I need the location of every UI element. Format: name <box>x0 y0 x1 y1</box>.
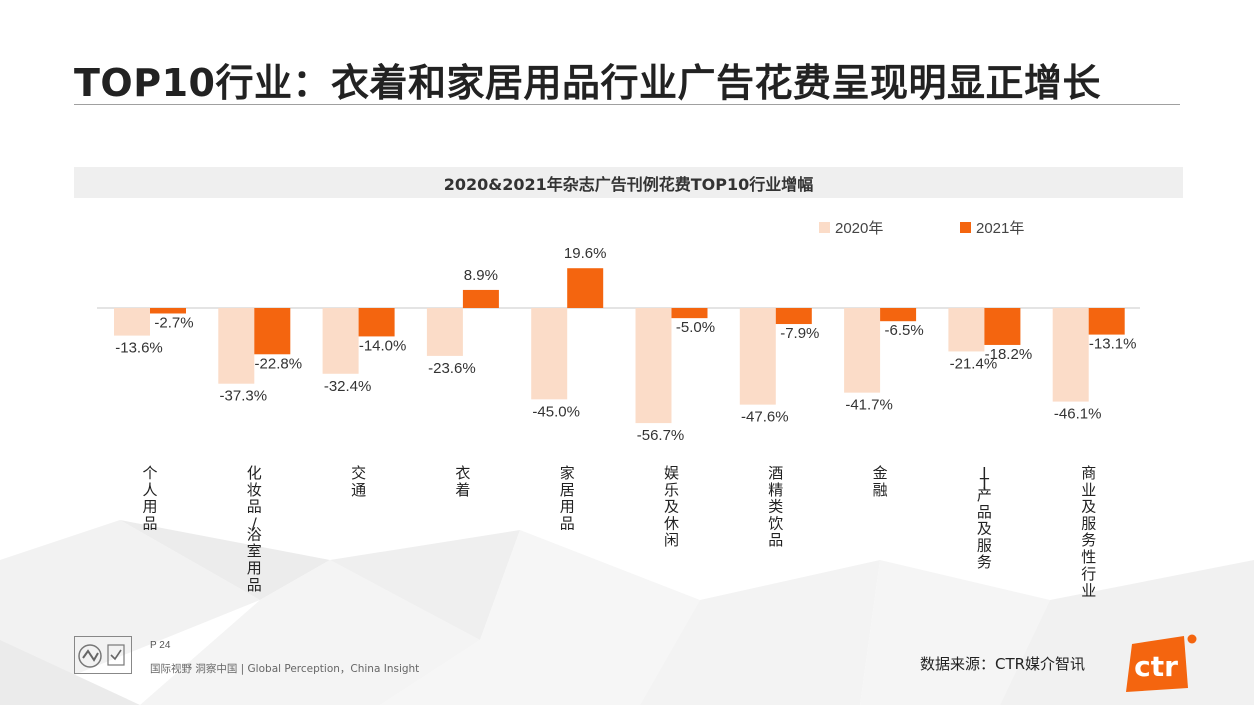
data-label-2021-3: 8.9% <box>464 267 498 284</box>
legend-item-2021: 2021年 <box>960 217 1024 237</box>
chart-title-band: 2020&2021年杂志广告刊例花费TOP10行业增幅 <box>74 167 1183 198</box>
category-label-8: I T 产品及服务 <box>977 464 992 571</box>
certification-badge-icon <box>74 636 132 674</box>
data-label-2020-0: -13.6% <box>115 340 163 357</box>
ctr-logo-icon: ctr <box>1126 634 1197 692</box>
page-title: TOP10行业：衣着和家居用品行业广告花费呈现明显正增长 <box>74 61 1101 105</box>
data-label-2020-8: -21.4% <box>950 355 998 372</box>
category-label-3: 衣着 <box>455 464 470 499</box>
data-label-2020-4: -45.0% <box>532 403 580 420</box>
bar-2021-3 <box>462 289 499 308</box>
category-label-0: 个人用品 <box>142 464 157 532</box>
data-label-2020-2: -32.4% <box>324 378 372 395</box>
brand-wordmark: ctr <box>1134 650 1178 683</box>
bar-2021-1 <box>254 308 291 355</box>
category-label-9: 商业及服务性行业 <box>1081 464 1096 600</box>
bar-2020-1 <box>218 308 255 384</box>
bar-2020-6 <box>739 308 776 405</box>
legend-item-2020: 2020年 <box>819 217 883 237</box>
bar-2021-6 <box>775 308 812 325</box>
bar-2020-0 <box>114 308 150 336</box>
data-label-2020-1: -37.3% <box>220 388 268 405</box>
bar-2020-9 <box>1052 308 1089 402</box>
bar-2021-7 <box>880 308 917 322</box>
category-label-4: 家居用品 <box>560 464 575 532</box>
data-label-2021-5: -5.0% <box>676 319 715 336</box>
data-label-2021-1: -22.8% <box>255 355 303 372</box>
bar-2021-8 <box>984 308 1021 345</box>
chart-title: 2020&2021年杂志广告刊例花费TOP10行业增幅 <box>443 174 814 194</box>
bar-2020-8 <box>948 308 985 352</box>
page-number: P 24 <box>150 640 171 651</box>
data-label-2021-6: -7.9% <box>780 325 819 342</box>
bar-2020-2 <box>322 308 359 374</box>
bar-2020-7 <box>844 308 881 393</box>
bar-2021-0 <box>150 308 186 314</box>
bar-2021-9 <box>1088 308 1125 335</box>
data-label-2020-6: -47.6% <box>741 409 789 426</box>
data-label-2021-0: -2.7% <box>154 314 193 331</box>
category-label-5: 娱乐及休闲 <box>664 464 679 549</box>
category-label-6: 酒精类饮品 <box>768 464 783 549</box>
data-label-2021-2: -14.0% <box>359 337 407 354</box>
data-label-2020-3: -23.6% <box>428 360 476 377</box>
bar-2021-5 <box>671 308 708 319</box>
data-label-2021-4: 19.6% <box>564 245 607 262</box>
category-label-7: 金融 <box>873 464 888 499</box>
data-label-2020-9: -46.1% <box>1054 406 1102 423</box>
data-label-2021-8: -18.2% <box>985 346 1033 363</box>
bar-2021-2 <box>358 308 395 337</box>
bar-2020-4 <box>531 308 568 400</box>
data-label-2020-7: -41.7% <box>845 397 893 414</box>
category-label-2: 交通 <box>351 464 366 499</box>
bar-2020-5 <box>635 308 672 424</box>
data-label-2021-7: -6.5% <box>885 322 924 339</box>
legend-swatch-2021 <box>960 221 971 233</box>
title-divider <box>74 104 1180 105</box>
data-label-2020-5: -56.7% <box>637 427 685 444</box>
legend-swatch-2020 <box>819 221 830 233</box>
data-source: 数据来源：CTR媒介智讯 <box>920 655 1086 673</box>
bar-2021-4 <box>567 268 604 308</box>
category-label-1: 化妆品/浴室用品 <box>247 464 262 594</box>
bar-2020-3 <box>426 308 463 356</box>
footer-tagline: 国际视野 洞察中国 | Global Perception，China Insi… <box>150 663 420 675</box>
legend-label-2020: 2020年 <box>835 219 884 237</box>
data-label-2021-9: -13.1% <box>1089 336 1137 353</box>
legend-label-2021: 2021年 <box>976 219 1025 237</box>
